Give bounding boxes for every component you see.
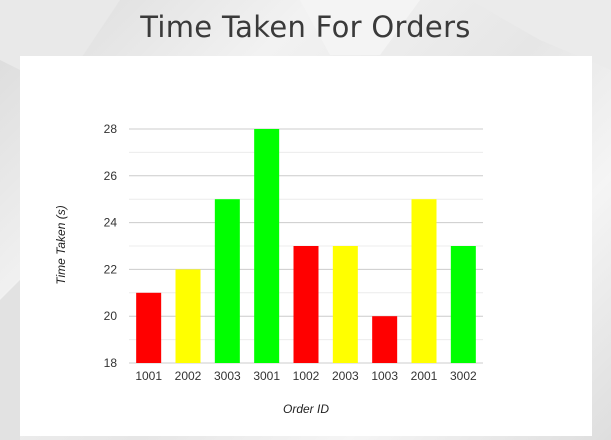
bar-2001[interactable] <box>411 199 437 363</box>
x-tick-labels: 1001 2002 3003 3001 1002 2003 1003 2001 3002 <box>135 369 477 383</box>
y-tick-labels: 18 20 22 24 26 28 <box>104 122 118 370</box>
bar-1001[interactable] <box>136 292 162 363</box>
x-tick-label: 3003 <box>214 369 241 383</box>
y-tick-label: 22 <box>104 262 118 276</box>
bar-2003[interactable] <box>332 246 358 363</box>
bar-1003[interactable] <box>372 316 398 363</box>
y-tick-label: 26 <box>104 169 118 183</box>
y-tick-label: 24 <box>104 216 118 230</box>
x-axis-title: Order ID <box>283 402 329 416</box>
y-axis-title: Time Taken (s) <box>54 205 68 284</box>
bar-3003[interactable] <box>214 199 240 363</box>
y-tick-label: 20 <box>104 309 118 323</box>
bar-3001[interactable] <box>254 129 280 363</box>
bar-1002[interactable] <box>293 246 319 363</box>
chart-card: 18 20 22 24 26 28 1001 2002 3003 3001 1002 2003 100… <box>20 56 592 436</box>
page-title: Time Taken For Orders <box>140 10 471 44</box>
x-tick-label: 2003 <box>332 369 359 383</box>
x-tick-label: 3001 <box>253 369 280 383</box>
x-tick-label: 2002 <box>175 369 202 383</box>
x-tick-label: 1001 <box>135 369 162 383</box>
bar-2002[interactable] <box>175 269 201 363</box>
x-tick-label: 1003 <box>371 369 398 383</box>
bars <box>136 129 476 363</box>
y-tick-label: 28 <box>104 122 118 136</box>
x-tick-label: 1002 <box>293 369 320 383</box>
bar-3002[interactable] <box>450 246 476 363</box>
x-tick-label: 3002 <box>450 369 477 383</box>
x-tick-label: 2001 <box>411 369 438 383</box>
y-tick-label: 18 <box>104 356 118 370</box>
